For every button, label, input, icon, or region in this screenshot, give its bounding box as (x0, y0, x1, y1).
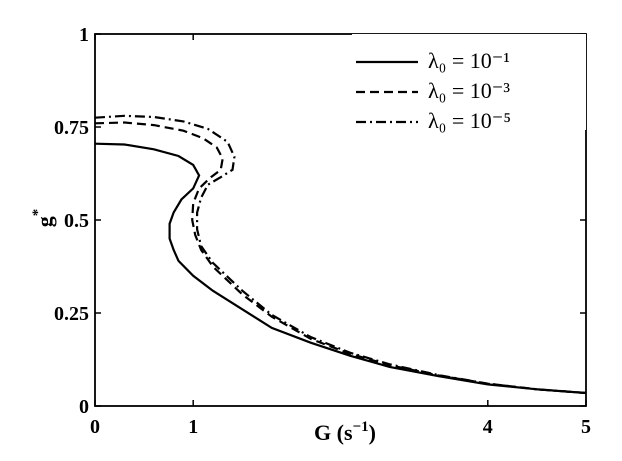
y-tick-label: 0 (79, 396, 89, 418)
y-tick-label: 0.25 (54, 303, 89, 325)
legend-label: λ₀ = 10⁻³ (428, 78, 510, 103)
series-lines (94, 114, 587, 395)
x-tick-label: 5 (581, 416, 591, 438)
series-line-dashdot (94, 114, 587, 395)
series-line-solid (94, 142, 587, 395)
legend: λ₀ = 10⁻¹ λ₀ = 10⁻³ λ₀ = 10⁻⁵ (352, 34, 586, 133)
y-tick-label: 0.5 (64, 210, 89, 232)
x-axis-title: G (s−1) (314, 419, 376, 445)
y-tick-label: 1 (79, 24, 89, 46)
x-tick-label: 0 (90, 416, 100, 438)
y-tick-label: 0.75 (54, 117, 89, 139)
legend-label: λ₀ = 10⁻⁵ (428, 108, 511, 133)
series-line-dashed (94, 121, 587, 395)
legend-box (352, 34, 586, 130)
y-axis-title: g* (30, 209, 57, 228)
legend-label: λ₀ = 10⁻¹ (428, 48, 510, 73)
x-tick-label: 4 (483, 416, 493, 438)
x-tick-label: 1 (188, 416, 198, 438)
